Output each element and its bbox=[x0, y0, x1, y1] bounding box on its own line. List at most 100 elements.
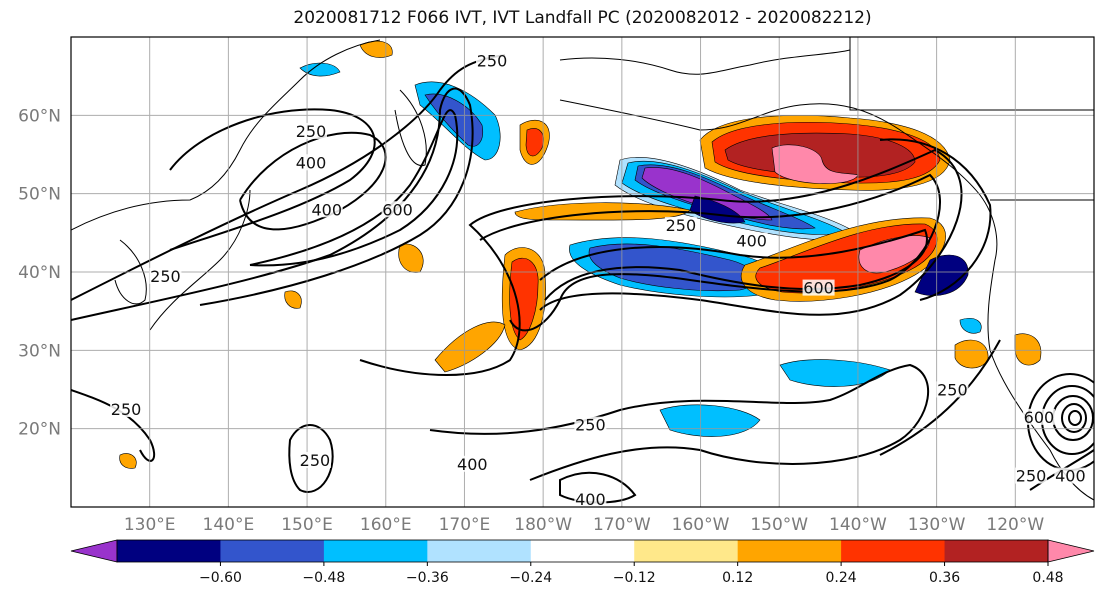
colorbar-bin bbox=[634, 540, 739, 562]
contour-label-text: 250 bbox=[296, 122, 327, 141]
contour-label: 600 bbox=[1022, 408, 1055, 427]
shade-patch-north-sky bbox=[299, 62, 341, 77]
contour-north-250 bbox=[71, 54, 506, 301]
colorbar-tick-label: 0.48 bbox=[1032, 570, 1063, 586]
contour-label: 400 bbox=[310, 200, 343, 219]
contour-label-bg bbox=[574, 491, 607, 507]
contour-east-250 bbox=[879, 339, 1001, 456]
contour-label-bg bbox=[295, 154, 328, 171]
contour-label-text: 250 bbox=[300, 451, 331, 470]
colorbar-bin bbox=[944, 540, 1049, 562]
contour-label-text: 400 bbox=[1055, 467, 1086, 486]
coast-korea bbox=[114, 239, 147, 305]
lon-tick-label: 120°W bbox=[986, 515, 1044, 535]
lon-tick-label: 140°E bbox=[203, 515, 255, 535]
contour-label: 250 bbox=[476, 51, 509, 70]
contour-label-text: 600 bbox=[382, 200, 413, 219]
contour-label: 250 bbox=[1015, 467, 1048, 486]
lat-tick-label: 30°N bbox=[18, 341, 61, 361]
contour-label: 250 bbox=[664, 216, 697, 235]
contour-label-bg bbox=[574, 416, 607, 433]
cyclone-ring-5 bbox=[1068, 410, 1082, 426]
lon-tick-label: 130°E bbox=[124, 515, 176, 535]
shade-east-pacific-navy bbox=[914, 254, 969, 296]
coast-bering bbox=[559, 49, 851, 75]
colorbar-tick-label: −0.12 bbox=[613, 570, 656, 586]
colorbar-bin bbox=[117, 540, 221, 562]
shade-dateline-red bbox=[509, 257, 539, 341]
contour-label: 600 bbox=[381, 200, 414, 219]
contour-label: 400 bbox=[735, 232, 768, 251]
lon-tick-label: 170°W bbox=[593, 515, 651, 535]
lat-tick-label: 40°N bbox=[18, 263, 61, 283]
contour-label: 400 bbox=[574, 490, 607, 507]
shade-patch-mexico-orange bbox=[1014, 333, 1042, 366]
contour-label: 600 bbox=[802, 279, 835, 298]
map-frame bbox=[70, 36, 1095, 508]
colorbar-tick-label: −0.48 bbox=[302, 570, 345, 586]
lat-tick-label: 50°N bbox=[18, 185, 61, 205]
shade-gulf-alaska-pink bbox=[771, 144, 859, 184]
latitude-labels: 20°N 30°N 40°N 50°N 60°N bbox=[18, 106, 61, 439]
contour-label-bg bbox=[456, 455, 489, 472]
colorbar-bin bbox=[841, 540, 946, 562]
contour-east-400 bbox=[1029, 449, 1094, 491]
contour-label-bg bbox=[1054, 467, 1087, 484]
contour-label: 250 bbox=[574, 416, 607, 435]
colorbar-tick-label: 0.24 bbox=[826, 570, 857, 586]
contour-label-bg bbox=[476, 52, 509, 69]
lon-tick-label: 130°W bbox=[908, 515, 966, 535]
coast-kamchatka bbox=[394, 89, 427, 166]
shaded-field-layer bbox=[119, 40, 1042, 469]
cyclone-ring-4 bbox=[1061, 403, 1087, 433]
contour-label-text: 250 bbox=[1016, 467, 1047, 486]
contour-label-text: 600 bbox=[803, 279, 834, 298]
contour-label: 250 bbox=[110, 400, 143, 419]
shade-patch-south-orange bbox=[119, 453, 137, 469]
contour-label-text: 400 bbox=[311, 200, 342, 219]
shade-aleutian-red bbox=[525, 128, 544, 157]
contour-label-text: 250 bbox=[937, 380, 968, 399]
contour-west-250-loop bbox=[169, 108, 376, 251]
colorbar-tick-label: −0.36 bbox=[406, 570, 449, 586]
border-alaska-canada bbox=[849, 37, 1094, 111]
colorbar-bin bbox=[530, 540, 635, 562]
colorbar-frame bbox=[116, 539, 1049, 563]
contour-label-bg bbox=[1015, 467, 1048, 484]
map-title: 2020081712 F066 IVT, IVT Landfall PC (20… bbox=[293, 8, 872, 28]
contour-label-text: 250 bbox=[477, 51, 508, 70]
colorbar-tick-label: 0.12 bbox=[722, 570, 753, 586]
colorbar-bin bbox=[427, 540, 532, 562]
coast-asia bbox=[71, 39, 381, 231]
colorbar-bin bbox=[737, 540, 842, 562]
contour-label-text: 250 bbox=[666, 216, 697, 235]
longitude-labels: 130°E 140°E 150°E 160°E 170°E 180°W 170°W 160°W… bbox=[124, 515, 1045, 535]
contour-label: 250 bbox=[295, 122, 328, 141]
contour-label: 400 bbox=[1054, 467, 1087, 486]
contour-label-bg bbox=[381, 201, 414, 218]
contour-label: 250 bbox=[298, 451, 331, 470]
contour-alaska-loop bbox=[879, 138, 992, 301]
contour-jet-central-outer bbox=[359, 148, 963, 376]
contour-label-bg bbox=[664, 216, 697, 233]
contour-label-bg bbox=[149, 267, 182, 284]
colorbar-extend-low bbox=[70, 539, 118, 563]
contour-label-bg bbox=[735, 232, 768, 249]
contour-label-bg bbox=[295, 122, 328, 139]
coast-japan bbox=[149, 189, 251, 331]
graticule-grid bbox=[71, 37, 1094, 507]
contour-label-bg bbox=[310, 201, 343, 218]
contour-label-text: 250 bbox=[150, 267, 181, 286]
lon-tick-label: 150°W bbox=[750, 515, 808, 535]
contour-label-text: 400 bbox=[736, 232, 767, 251]
lon-tick-label: 150°E bbox=[281, 515, 333, 535]
contour-label-text: 400 bbox=[296, 153, 327, 172]
colorbar-tick-label: −0.60 bbox=[199, 570, 242, 586]
shade-patch-hawaii-sky bbox=[959, 318, 982, 334]
contour-label-bg bbox=[936, 381, 969, 398]
ivt-contour-layer bbox=[71, 54, 1094, 504]
lat-tick-label: 20°N bbox=[18, 420, 61, 440]
shade-kuril-blue bbox=[424, 93, 483, 147]
colorbar-bin bbox=[323, 540, 428, 562]
contour-label-text: 250 bbox=[575, 416, 606, 435]
